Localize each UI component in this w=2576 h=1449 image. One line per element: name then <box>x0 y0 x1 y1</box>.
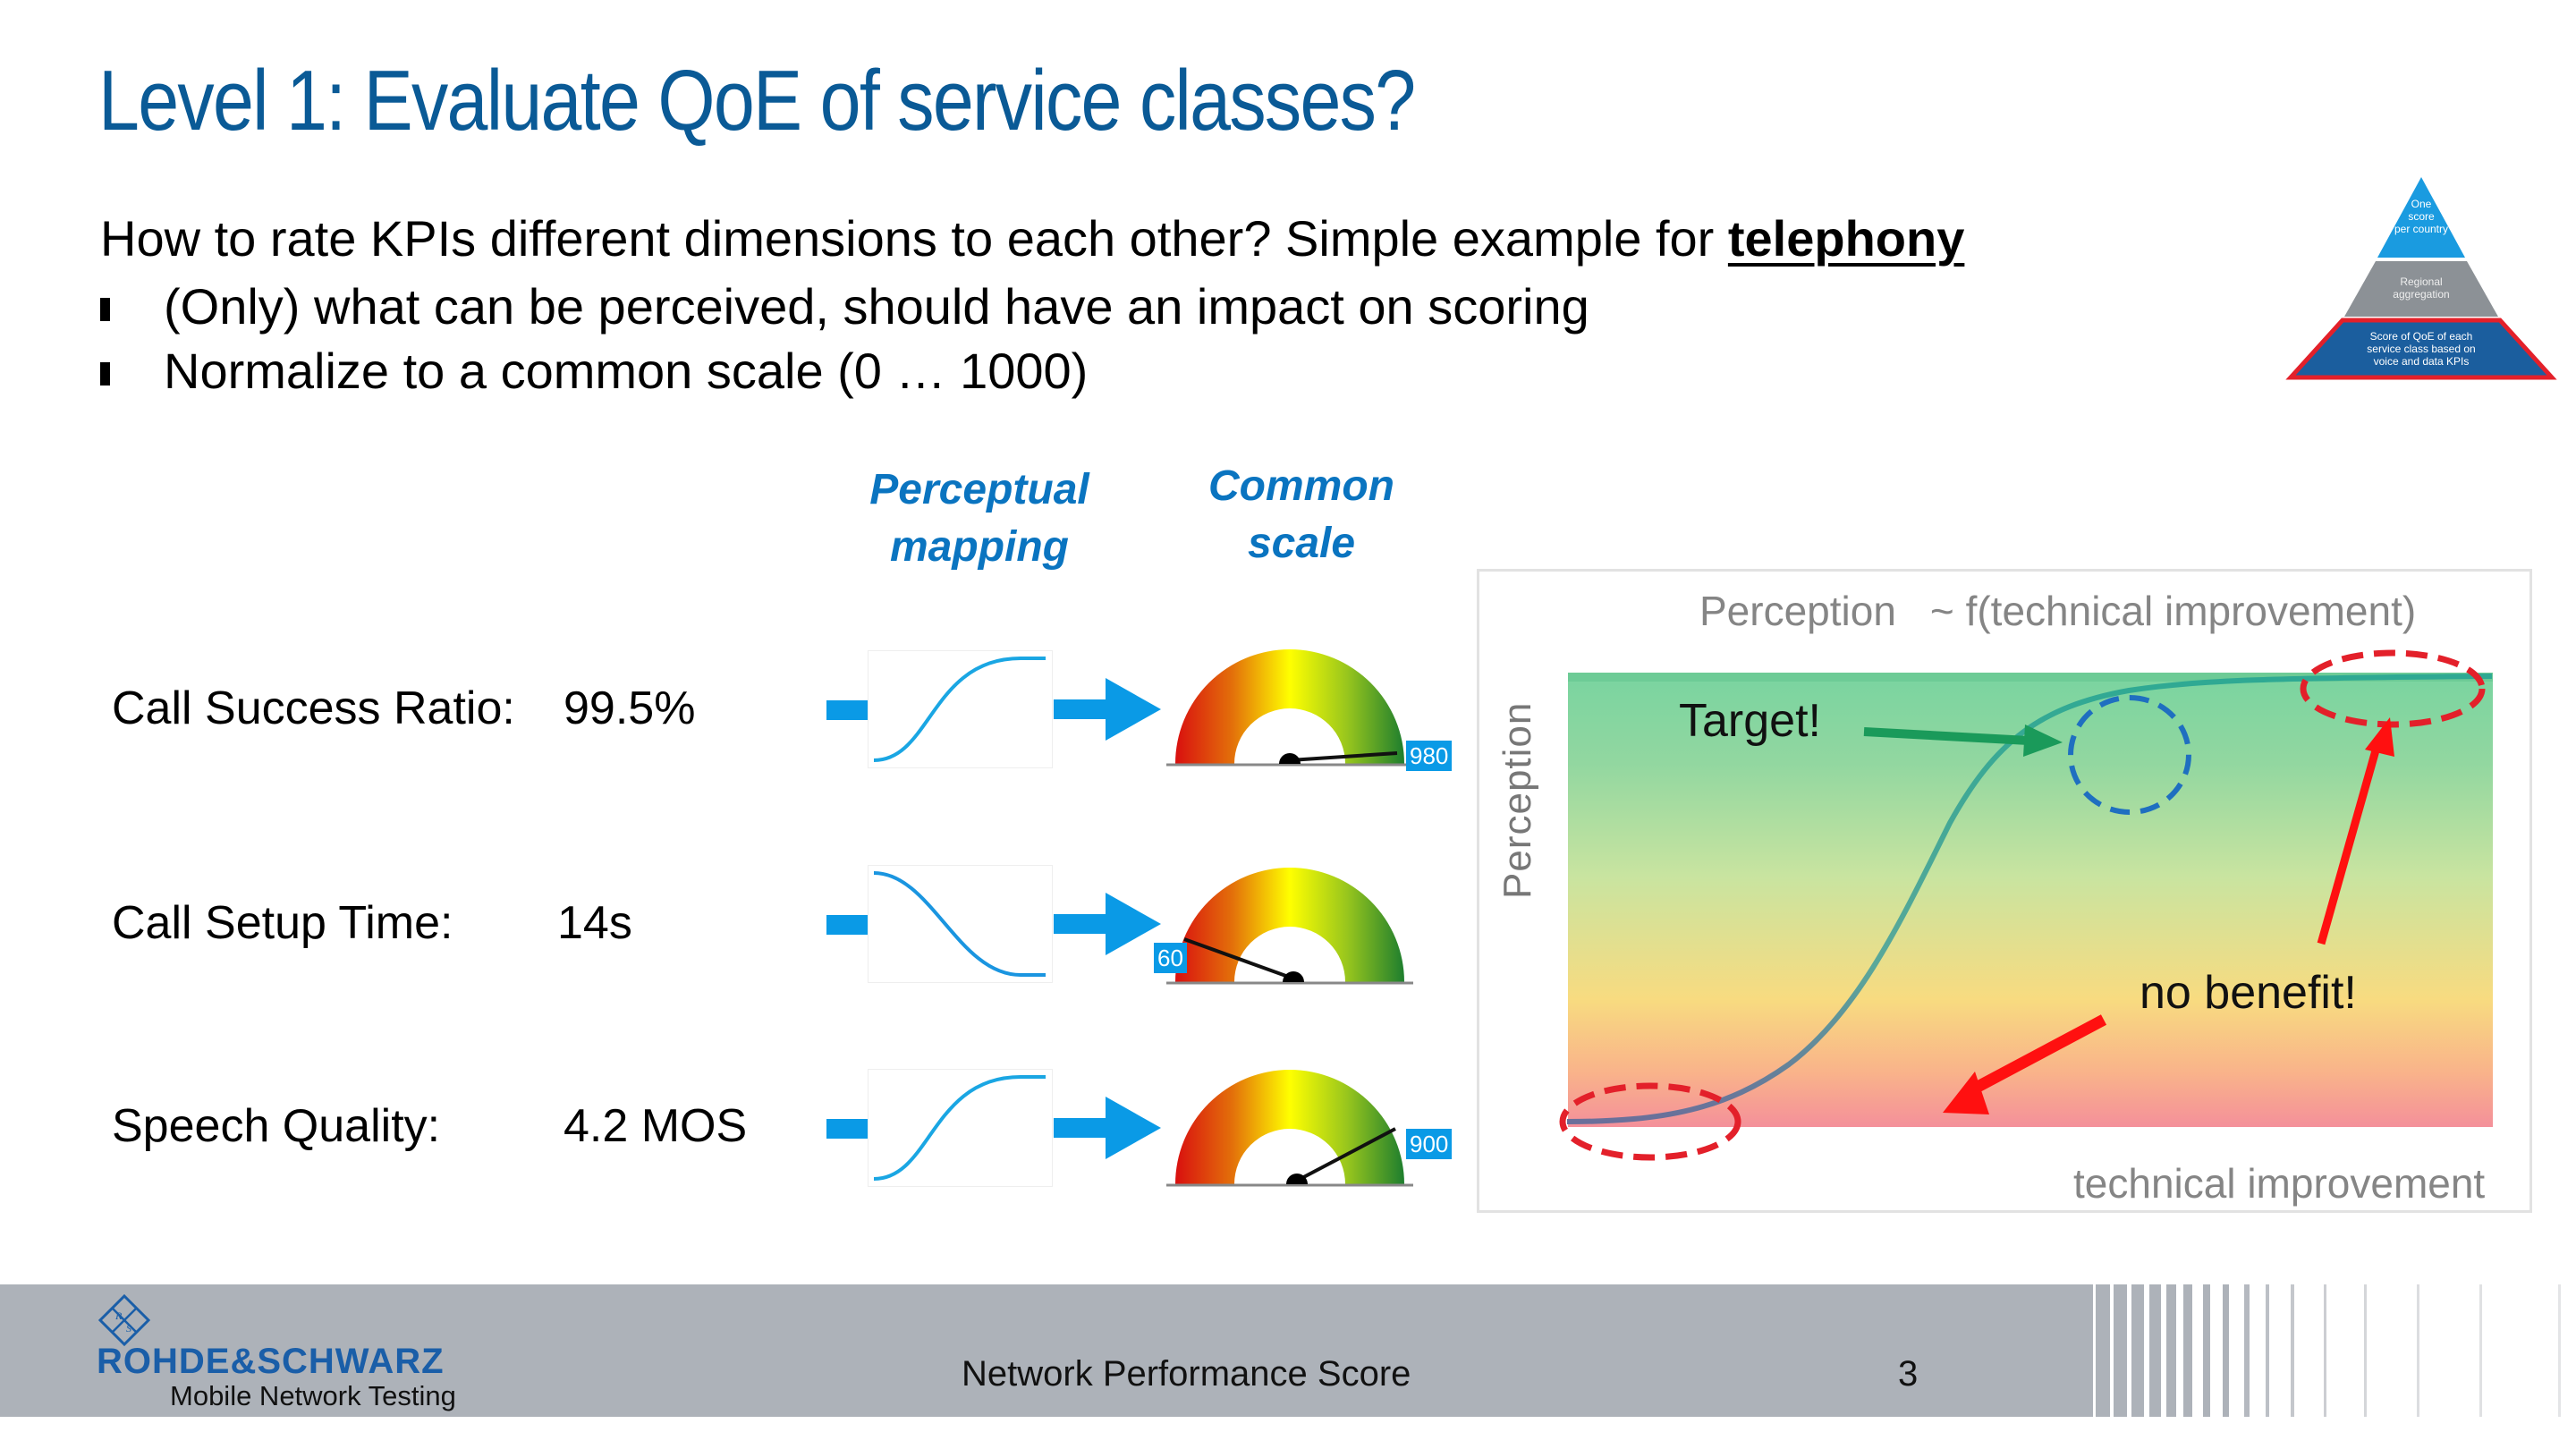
kpi-row-call-success-ratio: Call Success Ratio: 99.5% <box>112 682 695 735</box>
annotation-target: Target! <box>1679 695 1821 747</box>
mapping-curve-increasing-icon <box>868 1069 1053 1187</box>
target-circle-icon <box>2068 695 2191 815</box>
mapping-curve-increasing-icon <box>868 650 1053 768</box>
intro-question: How to rate KPIs different dimensions to… <box>100 210 1728 267</box>
svg-text:Regional: Regional <box>2400 275 2442 288</box>
svg-text:per country: per country <box>2394 223 2448 235</box>
svg-text:R: R <box>114 1309 123 1322</box>
brand-subtitle: Mobile Network Testing <box>170 1380 456 1411</box>
common-scale-header: Common scale <box>1163 458 1440 572</box>
footer-decorative-stripes <box>2030 1284 2561 1417</box>
bullet-marker-icon <box>100 297 110 321</box>
bullet-text: (Only) what can be perceived, should hav… <box>164 278 1589 335</box>
score-gauge-980 <box>1166 649 1413 767</box>
kpi-name: Call Success Ratio: <box>112 682 515 734</box>
no-benefit-bottom-ellipse-icon <box>1559 1082 1741 1161</box>
brand-name: ROHDE&SCHWARZ <box>97 1342 445 1381</box>
svg-text:service class based on: service class based on <box>2367 343 2475 355</box>
kpi-name: Speech Quality: <box>112 1100 441 1152</box>
perception-curve-chart <box>1559 649 2493 1161</box>
no-benefit-arrow-down-icon <box>1962 1014 2107 1098</box>
header-line: scale <box>1247 520 1356 567</box>
chart-title-right: ~ f(technical improvement) <box>1929 588 2417 634</box>
chart-y-axis-label: Perception <box>1496 701 1539 899</box>
bullet-item: (Only) what can be perceived, should hav… <box>100 277 1589 335</box>
perceptual-mapping-header: Perceptual mapping <box>836 462 1123 576</box>
input-connector-icon <box>826 1119 868 1139</box>
score-gauge-60 <box>1166 868 1413 985</box>
kpi-row-call-setup-time: Call Setup Time: 14s <box>112 896 632 950</box>
chart-title: Perception ~ f(technical improvement) <box>1699 587 2416 635</box>
annotation-no-benefit: no benefit! <box>2140 967 2357 1019</box>
input-connector-icon <box>826 700 868 720</box>
footer-bar <box>0 1284 2030 1417</box>
bullet-marker-icon <box>100 361 110 386</box>
chart-title-left: Perception <box>1699 588 1896 634</box>
rohde-schwarz-logo-icon: R S <box>98 1294 150 1346</box>
slide-title: Level 1: Evaluate QoE of service classes… <box>98 53 1416 148</box>
intro-emphasis: telephony <box>1727 210 1965 267</box>
no-benefit-arrow-up-icon <box>2317 742 2382 945</box>
svg-text:One: One <box>2411 198 2432 210</box>
header-line: Common <box>1208 462 1394 510</box>
arrow-right-icon <box>1054 1097 1161 1159</box>
header-line: mapping <box>890 523 1069 571</box>
svg-text:Score of QoE of each: Score of QoE of each <box>2370 330 2473 343</box>
kpi-value: 4.2 MOS <box>564 1100 748 1152</box>
input-connector-icon <box>826 915 868 935</box>
kpi-value: 14s <box>557 897 632 949</box>
no-benefit-top-ellipse-icon <box>2300 649 2486 728</box>
svg-text:score: score <box>2408 210 2435 223</box>
chart-top-band <box>1568 673 2493 682</box>
kpi-value: 99.5% <box>564 682 696 734</box>
arrow-right-icon <box>1054 893 1161 955</box>
kpi-row-speech-quality: Speech Quality: 4.2 MOS <box>112 1099 747 1153</box>
footer-presentation-title: Network Performance Score <box>962 1354 1411 1394</box>
pyramid-diagram-icon: One score per country Regional aggregati… <box>2285 177 2557 380</box>
mapping-curve-decreasing-icon <box>868 865 1053 983</box>
svg-text:S: S <box>126 1322 131 1335</box>
target-arrow-icon <box>1863 727 2029 745</box>
page-number: 3 <box>1898 1354 1919 1394</box>
perception-curve-line <box>1566 674 2493 1124</box>
score-gauge-900 <box>1166 1070 1413 1187</box>
svg-text:voice and data KPIs: voice and data KPIs <box>2374 355 2470 368</box>
header-line: Perceptual <box>869 466 1089 513</box>
bullet-item: Normalize to a common scale (0 … 1000) <box>100 342 1088 400</box>
score-value-label: 60 <box>1154 943 1187 973</box>
kpi-name: Call Setup Time: <box>112 897 453 949</box>
chart-x-axis-label: technical improvement <box>2073 1160 2486 1207</box>
score-value-label: 980 <box>1406 741 1453 771</box>
svg-text:aggregation: aggregation <box>2393 288 2449 301</box>
bullet-text: Normalize to a common scale (0 … 1000) <box>164 343 1089 399</box>
intro-text: How to rate KPIs different dimensions to… <box>100 209 1964 267</box>
score-value-label: 900 <box>1406 1129 1453 1159</box>
arrow-right-icon <box>1054 678 1161 741</box>
